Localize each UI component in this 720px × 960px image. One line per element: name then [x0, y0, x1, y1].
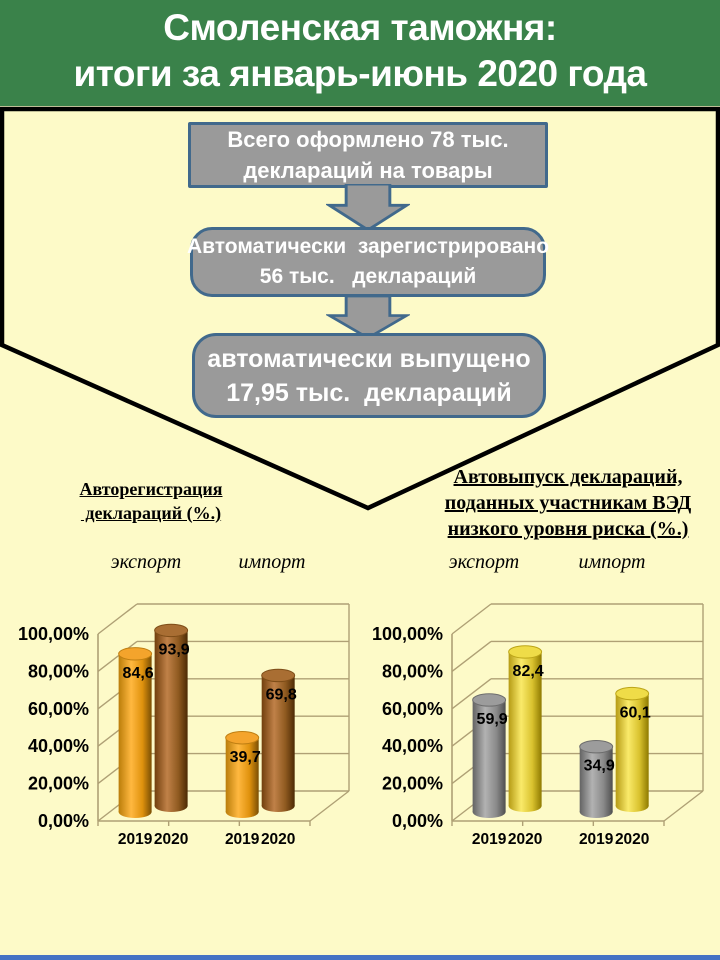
floor-right-edge — [663, 790, 704, 822]
bar-value-label: 34,9 — [584, 758, 615, 775]
y-axis-tick-label: 100,00% — [372, 624, 443, 644]
bar-value-label: 69,8 — [266, 686, 297, 703]
bar-cylinder-body — [154, 630, 188, 806]
x-axis-category-label: 2020 — [508, 831, 542, 848]
bar-cylinder-body — [118, 653, 152, 812]
y-axis-tick-label: 40,00% — [28, 736, 89, 756]
bar-cylinder-cap — [225, 731, 260, 745]
flow-box-total-declarations: Всего оформлено 78 тыс. деклараций на то… — [188, 122, 548, 188]
bar-cylinder-body — [472, 699, 506, 812]
group-label-export-left: экспорт — [110, 551, 182, 573]
bar-value-label: 59,9 — [477, 711, 508, 728]
y-axis-tick-label: 20,00% — [382, 774, 443, 794]
group-label-export-right: экспорт — [448, 551, 520, 573]
y-axis-tick-label: 60,00% — [382, 699, 443, 719]
down-arrow-icon — [326, 184, 410, 230]
chart-title-autoregistration: Авторегистрация деклараций (%.) — [79, 479, 223, 523]
autoregistration-bar-chart: 100,00% 80,00% 60,00% 40,00% 20,00% 0,00% 84,6… — [18, 603, 350, 848]
bar-cylinder-cap — [154, 623, 189, 638]
bar-cylinder-cap — [118, 647, 153, 661]
down-arrow-shape — [326, 184, 410, 230]
flow-box-auto-registered: Автоматически зарегистрировано 56 тыс. д… — [187, 227, 549, 297]
bar-value-label: 82,4 — [513, 663, 544, 680]
bar-cylinder-body — [579, 746, 613, 812]
floor-right-edge — [309, 790, 350, 822]
bar-cylinder-cap — [579, 740, 614, 754]
chart-title-autorelease: Автовыпуск деклараций, поданных участник… — [444, 466, 692, 540]
footer-accent-bar — [0, 955, 720, 960]
y-axis-tick-label: 40,00% — [382, 736, 443, 756]
gridline-depth — [97, 603, 138, 635]
x-axis-category-label: 2019 — [472, 831, 507, 848]
bar-cylinder-body — [508, 651, 542, 806]
x-axis-category-label: 2020 — [154, 831, 188, 848]
x-axis-category-label: 2019 — [579, 831, 614, 848]
bar-cylinder-cap — [615, 686, 650, 701]
bar-cylinder-cap — [472, 693, 507, 707]
bar-cylinder-cap — [261, 668, 296, 683]
bar-cylinder-cap — [508, 645, 543, 659]
gridline-depth — [451, 603, 492, 635]
y-axis-tick-label: 80,00% — [382, 661, 443, 681]
x-axis-category-label: 2020 — [615, 831, 649, 848]
bar-value-label: 84,6 — [123, 665, 154, 682]
down-arrow-shape — [326, 296, 410, 338]
y-axis-tick-label: 60,00% — [28, 699, 89, 719]
x-axis-category-label: 2020 — [261, 831, 295, 848]
bar-value-label: 39,7 — [230, 749, 261, 766]
gridline-depth — [97, 640, 138, 672]
y-axis-tick-label: 0,00% — [392, 811, 443, 831]
header-banner: Смоленская таможня: итоги за январь-июнь… — [0, 0, 720, 106]
down-arrow-icon — [326, 296, 410, 338]
bar-cylinder-body — [225, 737, 259, 812]
y-axis-tick-label: 100,00% — [18, 624, 89, 644]
gridline-depth — [451, 640, 492, 672]
group-label-import-right: импорт — [578, 551, 646, 573]
bar-value-label: 60,1 — [620, 705, 651, 722]
y-axis-tick-label: 80,00% — [28, 661, 89, 681]
x-axis-category-label: 2019 — [118, 831, 153, 848]
flow-box-auto-released: автоматически выпущено 17,95 тыс. деклар… — [192, 333, 546, 418]
group-label-import-left: импорт — [238, 551, 306, 573]
gridline-depth — [451, 678, 492, 710]
bar-cylinder-body — [261, 675, 295, 806]
autorelease-bar-chart: 100,00% 80,00% 60,00% 40,00% 20,00% 0,00% 59,9… — [372, 603, 704, 848]
y-axis-tick-label: 20,00% — [28, 774, 89, 794]
y-axis-tick-label: 0,00% — [38, 811, 89, 831]
slide-title: Смоленская таможня: итоги за январь-июнь… — [73, 7, 647, 94]
x-axis-category-label: 2019 — [225, 831, 260, 848]
bar-cylinder-body — [615, 693, 649, 806]
bar-value-label: 93,9 — [159, 641, 190, 658]
